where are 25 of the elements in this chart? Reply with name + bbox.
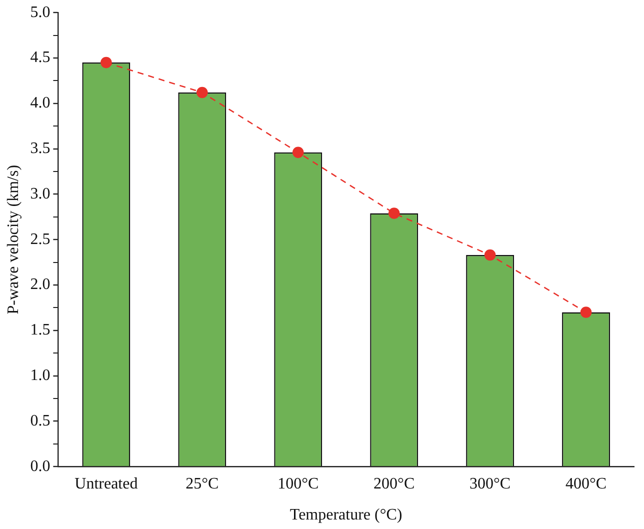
y-tick-label: 1.5 (30, 322, 50, 339)
x-tick-label: 300°C (470, 475, 511, 492)
y-tick-label: 2.5 (30, 230, 50, 248)
y-tick-label: 3.0 (30, 185, 50, 202)
y-tick-label: 4.0 (30, 94, 50, 112)
y-tick-label: 3.5 (30, 140, 50, 158)
point (100, 56, 112, 68)
y-tick-label: 4.5 (30, 49, 50, 66)
y-tick-label: 0.5 (30, 412, 50, 430)
x-tick-label: 200°C (374, 475, 415, 492)
y-axis-title: P-wave velocity (km/s) (4, 164, 22, 314)
point (580, 306, 592, 318)
x-axis-title: Temperature (°C) (290, 506, 402, 524)
x-tick-label: 100°C (278, 475, 319, 492)
x-tick-label: Untreated (74, 475, 138, 492)
x-tick-label: 25°C (186, 475, 219, 492)
point (484, 249, 496, 261)
y-tick-label: 0.0 (30, 458, 50, 475)
point (388, 208, 400, 219)
x-tick-label: 400°C (565, 475, 607, 492)
y-tick-label: 5.0 (30, 4, 50, 21)
point (292, 146, 304, 158)
y-tick-label: 1.0 (30, 367, 50, 384)
y-tick-label: 2.0 (30, 276, 50, 294)
point (196, 86, 208, 98)
